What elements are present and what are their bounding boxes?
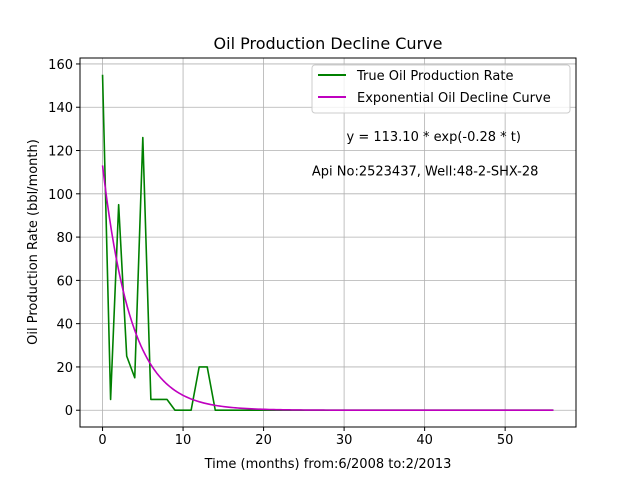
- x-tick-label: 20: [255, 433, 272, 448]
- plot-frame: [79, 57, 577, 428]
- x-tick-label: 50: [497, 433, 514, 448]
- y-tick-label: 80: [56, 231, 73, 246]
- x-tick-label: 10: [175, 433, 192, 448]
- y-tick-label: 120: [48, 145, 73, 160]
- series-exponential-decline-curve: [101, 165, 554, 412]
- equation-annotation: y = 113.10 * exp(-0.28 * t): [347, 130, 521, 145]
- legend-label-true-rate: True Oil Production Rate: [356, 69, 513, 84]
- tick-layer: 0 10 20 30 40 50 0 20 40 60 80 100 120 140 160: [48, 58, 513, 448]
- x-tick-label: 40: [416, 433, 433, 448]
- y-tick-label: 100: [48, 188, 73, 203]
- x-tick-label: 30: [336, 433, 353, 448]
- x-axis-label: Time (months) from:6/2008 to:2/2013: [204, 457, 452, 472]
- well-annotation: Api No:2523437, Well:48-2-SHX-28: [312, 164, 539, 179]
- chart-title: Oil Production Decline Curve: [214, 34, 443, 53]
- legend-box: [311, 64, 571, 114]
- legend-label-decline-curve: Exponential Oil Decline Curve: [357, 91, 551, 106]
- y-axis-label: Oil Production Rate (bbl/month): [26, 139, 41, 345]
- x-tick-label: 0: [98, 433, 106, 448]
- y-tick-label: 160: [48, 58, 73, 73]
- y-tick-label: 60: [56, 274, 73, 289]
- legend: True Oil Production Rate Exponential Oil…: [311, 64, 571, 114]
- plot-area: [80, 58, 576, 427]
- y-tick-label: 40: [56, 318, 73, 333]
- y-tick-label: 0: [65, 404, 73, 419]
- y-tick-label: 140: [48, 101, 73, 116]
- y-tick-label: 20: [56, 361, 73, 376]
- series-layer: [101, 74, 554, 412]
